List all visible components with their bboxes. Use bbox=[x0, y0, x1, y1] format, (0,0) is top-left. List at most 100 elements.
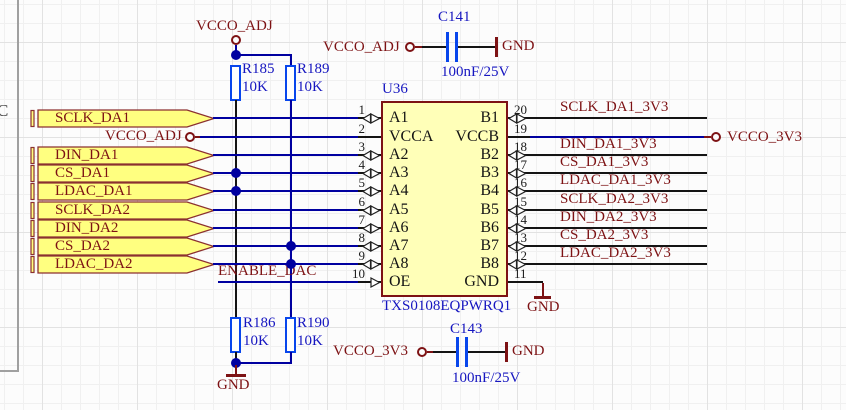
wire[interactable] bbox=[213, 154, 360, 156]
power-port-gnd-c141-label[interactable]: GND bbox=[502, 38, 535, 54]
wire[interactable] bbox=[508, 245, 707, 247]
capacitor-c141-ref[interactable]: C141 bbox=[438, 9, 471, 25]
chip-part-number[interactable]: TXS0108EQPWRQ1 bbox=[382, 298, 512, 314]
capacitor-c143-plate[interactable] bbox=[465, 337, 468, 367]
capacitor-c143-plate[interactable] bbox=[456, 337, 459, 367]
power-port-vcco-3v3-c143-circle[interactable] bbox=[417, 347, 427, 357]
resistor-r190[interactable] bbox=[285, 317, 296, 353]
wire[interactable] bbox=[508, 209, 707, 211]
port-ldac-da1[interactable]: LDAC_DA1 bbox=[30, 182, 216, 201]
net-label[interactable]: DIN_DA1_3V3 bbox=[560, 136, 657, 152]
net-label[interactable]: CS_DA1_3V3 bbox=[560, 154, 649, 170]
port-din-da2[interactable]: DIN_DA2 bbox=[30, 219, 216, 238]
wire[interactable] bbox=[213, 227, 360, 229]
pin-arrow-bidir-icon bbox=[507, 167, 527, 180]
resistor-r189[interactable] bbox=[285, 65, 296, 101]
gnd-symbol-stem[interactable] bbox=[542, 283, 544, 296]
capacitor-c143-value[interactable]: 100nF/25V bbox=[452, 370, 521, 386]
resistor-r189-ref[interactable]: R189 bbox=[297, 61, 330, 77]
port-sclk-da2[interactable]: SCLK_DA2 bbox=[30, 201, 216, 220]
power-port-vcco-adj-top-circle[interactable] bbox=[231, 35, 241, 45]
port-cs-da2[interactable]: CS_DA2 bbox=[30, 237, 216, 256]
wire[interactable] bbox=[468, 351, 505, 353]
pin-name: A7 bbox=[389, 237, 409, 254]
wire[interactable] bbox=[235, 352, 237, 363]
net-label[interactable]: SCLK_DA1_3V3 bbox=[560, 99, 669, 115]
wire[interactable] bbox=[508, 281, 543, 283]
wire[interactable] bbox=[290, 54, 292, 65]
port-din-da1[interactable]: DIN_DA1 bbox=[30, 146, 216, 165]
resistor-r186-ref[interactable]: R186 bbox=[243, 315, 276, 331]
net-label-enable-dac[interactable]: ENABLE_DAC bbox=[218, 263, 317, 279]
capacitor-c141-value[interactable]: 100nF/25V bbox=[441, 64, 510, 80]
wire[interactable] bbox=[508, 172, 707, 174]
pin-number: 13 bbox=[514, 230, 527, 245]
net-label[interactable]: LDAC_DA1_3V3 bbox=[560, 172, 671, 188]
pin-name: B1 bbox=[480, 109, 499, 126]
power-port-vcco-adj-row2-label[interactable]: VCCO_ADJ bbox=[105, 128, 182, 144]
wire[interactable] bbox=[213, 117, 360, 119]
chip-designator[interactable]: U36 bbox=[382, 81, 408, 97]
resistor-r190-ref[interactable]: R190 bbox=[297, 315, 330, 331]
power-port-vcco-3v3-label[interactable]: VCCO_3V3 bbox=[727, 129, 803, 145]
wire[interactable] bbox=[508, 117, 707, 119]
wire[interactable] bbox=[508, 227, 707, 229]
net-label[interactable]: CS_DA2_3V3 bbox=[560, 227, 649, 243]
pin-arrow-bidir-icon bbox=[507, 222, 527, 235]
resistor-r186[interactable] bbox=[230, 317, 241, 353]
capacitor-c141-plate[interactable] bbox=[446, 32, 449, 62]
port-label: DIN_DA2 bbox=[55, 220, 119, 236]
gnd-symbol-bar[interactable] bbox=[505, 342, 508, 362]
power-port-vcco-adj-row2-circle[interactable] bbox=[185, 132, 195, 142]
chip-u36-body[interactable] bbox=[381, 101, 508, 297]
wire[interactable] bbox=[433, 351, 456, 353]
resistor-r189-value[interactable]: 10K bbox=[297, 79, 323, 95]
wire[interactable] bbox=[213, 209, 360, 211]
pin-stub bbox=[358, 281, 381, 283]
gnd-symbol-bar[interactable] bbox=[226, 374, 246, 377]
wire[interactable] bbox=[290, 352, 292, 363]
net-label[interactable]: LDAC_DA2_3V3 bbox=[560, 245, 671, 261]
wire[interactable] bbox=[508, 190, 707, 192]
wire[interactable] bbox=[422, 46, 446, 48]
pin-number: 14 bbox=[514, 212, 527, 227]
power-port-vcco-adj-c141-circle[interactable] bbox=[405, 42, 415, 52]
net-label[interactable]: DIN_DA2_3V3 bbox=[560, 209, 657, 225]
net-label[interactable]: SCLK_DA2_3V3 bbox=[560, 191, 669, 207]
gnd-symbol-bar[interactable] bbox=[495, 37, 498, 57]
wire[interactable] bbox=[508, 154, 707, 156]
power-port-vcco-3v3-circle[interactable] bbox=[711, 132, 721, 142]
capacitor-c141-plate[interactable] bbox=[455, 32, 458, 62]
power-port-vcco-3v3-c143-label[interactable]: VCCO_3V3 bbox=[333, 343, 409, 359]
power-port-gnd-bottom-label[interactable]: GND bbox=[217, 377, 250, 393]
port-cs-da1[interactable]: CS_DA1 bbox=[30, 164, 216, 183]
resistor-r190-value[interactable]: 10K bbox=[297, 333, 323, 349]
wire[interactable] bbox=[213, 190, 360, 192]
resistor-r185-ref[interactable]: R185 bbox=[242, 61, 275, 77]
capacitor-c143-ref[interactable]: C143 bbox=[450, 321, 483, 337]
pin-stub bbox=[508, 136, 530, 138]
wire[interactable] bbox=[508, 263, 707, 265]
power-port-gnd-c143-label[interactable]: GND bbox=[512, 343, 545, 359]
wire[interactable] bbox=[218, 281, 358, 283]
wire[interactable] bbox=[235, 362, 292, 364]
resistor-r185-value[interactable]: 10K bbox=[242, 79, 268, 95]
wire[interactable] bbox=[530, 136, 704, 138]
pin-name: B2 bbox=[480, 146, 499, 163]
resistor-r186-value[interactable]: 10K bbox=[243, 333, 269, 349]
junction-dot bbox=[231, 358, 241, 368]
power-port-gnd-chip-label[interactable]: GND bbox=[527, 299, 560, 315]
power-port-vcco-adj-top-label[interactable]: VCCO_ADJ bbox=[196, 18, 273, 34]
wire[interactable] bbox=[458, 46, 495, 48]
gnd-symbol-bar[interactable] bbox=[534, 296, 551, 299]
port-sclk-da1[interactable]: SCLK_DA1 bbox=[30, 109, 216, 128]
gnd-symbol-stem[interactable] bbox=[235, 365, 237, 374]
pin-name: A2 bbox=[389, 146, 409, 163]
wire[interactable] bbox=[200, 136, 358, 138]
wire[interactable] bbox=[213, 172, 360, 174]
pin-number: 17 bbox=[514, 157, 527, 172]
wire[interactable] bbox=[235, 54, 292, 56]
resistor-r185[interactable] bbox=[230, 65, 241, 101]
port-ldac-da2[interactable]: LDAC_DA2 bbox=[30, 255, 216, 274]
power-port-vcco-adj-c141-label[interactable]: VCCO_ADJ bbox=[323, 39, 400, 55]
